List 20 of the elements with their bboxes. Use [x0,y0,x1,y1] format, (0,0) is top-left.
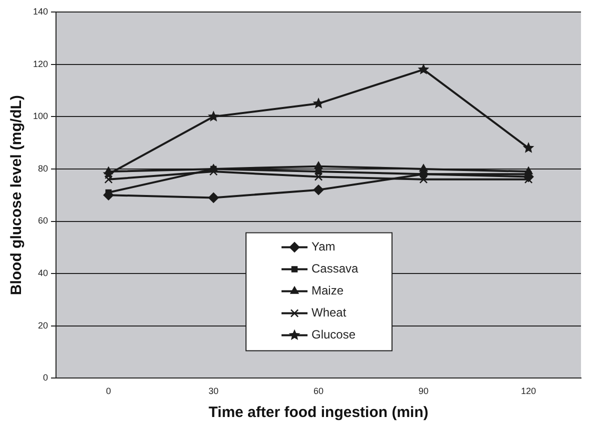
x-tick-label: 30 [208,386,219,396]
legend-label: Cassava [312,262,359,276]
y-tick-label: 0 [43,372,48,383]
y-tick-label: 60 [38,216,48,226]
legend-label: Wheat [312,306,347,320]
legend-label: Glucose [312,328,356,342]
x-tick-label: 0 [106,386,112,396]
legend-label: Yam [312,240,336,254]
y-tick-label: 120 [32,58,48,69]
y-tick-label: 80 [38,163,48,174]
x-axis-title: Time after food ingestion (min) [208,404,428,422]
x-tick-label: 90 [418,386,429,396]
y-tick-label: 100 [32,111,48,122]
y-tick-label: 40 [38,268,48,278]
y-tick-label: 140 [32,6,48,16]
x-tick-label: 60 [314,386,324,396]
legend-label: Maize [312,284,344,298]
y-axis-title: Blood glucose level (mg/dL) [8,95,26,296]
y-tick-label: 20 [38,320,48,330]
x-tick-label: 120 [520,386,536,396]
